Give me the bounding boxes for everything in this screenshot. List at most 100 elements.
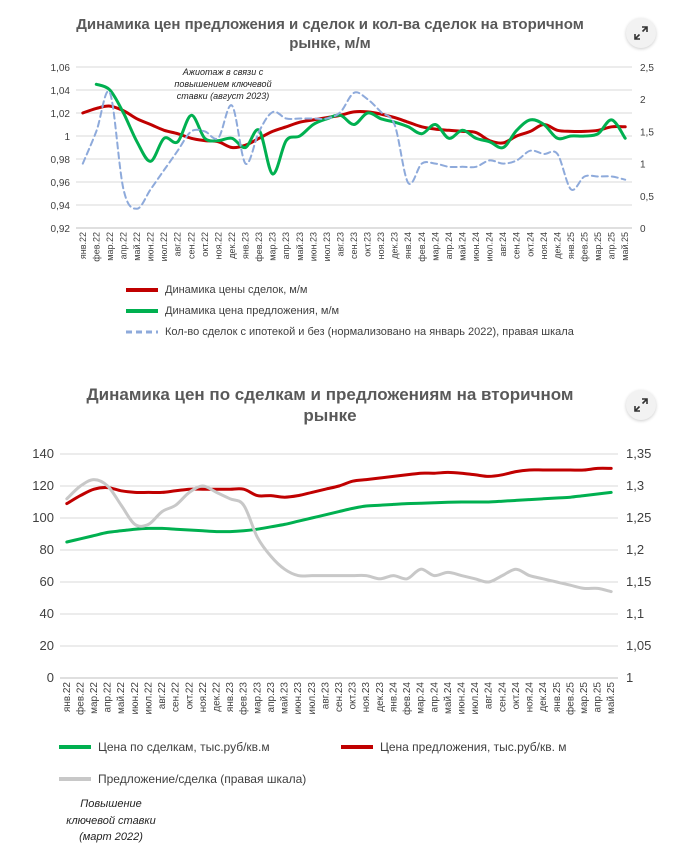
y-right-tick-label: 1,05	[626, 638, 651, 653]
chart-2-annotation: Повышение ключевой ставки (март 2022)	[66, 798, 156, 843]
x-tick-label: авг.22	[157, 682, 168, 710]
chart-2-plot: 0 20 40 60 80 100 120 140 1 1,05 1,1 1,15 1,2 1,25 1,3…	[32, 446, 651, 715]
x-tick-label: дек.22	[227, 232, 237, 259]
x-tick-label: мар.25	[579, 682, 590, 714]
x-tick-label: июн.23	[293, 682, 304, 715]
x-tick-label: сен.22	[186, 232, 196, 259]
x-tick-label: май.22	[132, 232, 142, 261]
x-tick-label: янв.24	[403, 232, 413, 259]
x-tick-label: фев.23	[254, 232, 264, 262]
y-left-tick-label: 140	[32, 446, 54, 461]
x-tick-label: сен.22	[171, 682, 182, 712]
x-tick-label: ноя.23	[376, 232, 386, 259]
x-tick-label: фев.22	[74, 682, 86, 715]
x-tick-label: июн.22	[146, 232, 156, 261]
x-tick-label: фев.24	[417, 232, 427, 262]
expand-icon[interactable]	[626, 18, 656, 48]
y-left-tick-label: 0,94	[51, 201, 71, 212]
legend-label: Цена по сделкам, тыс.руб/кв.м	[98, 740, 270, 754]
y-right-tick-label: 1,35	[626, 446, 651, 461]
x-tick-label: фев.25	[580, 232, 590, 262]
x-tick-label: окт.23	[348, 682, 359, 710]
x-tick-label: авг.22	[173, 232, 183, 256]
series-line-3	[81, 90, 627, 210]
x-tick-label: янв.23	[241, 232, 251, 259]
y-left-tick-label: 60	[40, 574, 54, 589]
x-tick-label: авг.24	[498, 232, 508, 256]
legend-label: Предложение/сделка (правая шкала)	[98, 772, 307, 786]
x-tick-label: окт.22	[200, 232, 210, 257]
y-right-tick-label: 0	[640, 224, 646, 235]
x-tick-label: мар.22	[89, 682, 100, 714]
y-right-tick-label: 1,5	[640, 127, 654, 138]
series-line-1	[65, 490, 613, 544]
y-left-tick-label: 0,98	[51, 155, 71, 166]
y-right-tick-label: 1,2	[626, 542, 644, 557]
x-tick-label: дек.24	[538, 682, 549, 712]
x-tick-label: сен.24	[512, 232, 522, 259]
y-left-tick-label: 1	[64, 132, 70, 143]
x-tick-label: сен.23	[334, 682, 345, 712]
chart-panel-2: Динамика цен по сделкам и предложениям н…	[0, 376, 681, 843]
x-tick-label: июн.24	[471, 232, 481, 261]
x-tick-label: июн.24	[456, 682, 467, 715]
series-line-2	[94, 82, 627, 176]
x-tick-label: апр.24	[429, 682, 440, 713]
x-tick-label: ноя.22	[213, 232, 223, 259]
y-left-tick-label: 0,96	[51, 178, 71, 189]
x-tick-label: дек.22	[212, 682, 223, 712]
expand-arrows-icon	[634, 26, 648, 40]
x-tick-label: сен.24	[497, 682, 508, 712]
x-tick-label: май.24	[443, 682, 454, 714]
x-tick-label: май.23	[280, 682, 291, 714]
x-tick-label: июл.24	[485, 232, 495, 261]
chart-2-title: Динамика цен по сделкам и предложениям н…	[86, 385, 574, 426]
x-tick-label: май.23	[295, 232, 305, 261]
legend-swatch	[126, 288, 158, 292]
y-left-tick-label: 120	[32, 478, 54, 493]
x-tick-label: янв.22	[62, 682, 73, 713]
x-tick-label: янв.24	[388, 682, 399, 713]
legend-item: Цена предложения, тыс.руб/кв. м	[340, 740, 567, 754]
y-left-tick-label: 0,92	[51, 224, 71, 235]
x-tick-label: апр.23	[281, 232, 291, 259]
legend-item: Предложение/сделка (правая шкала)	[58, 772, 306, 786]
x-tick-label: мар.24	[416, 682, 427, 714]
x-tick-label: окт.23	[363, 232, 373, 257]
chart-1-title: Динамика цен предложения и сделок и кол-…	[76, 16, 584, 52]
x-tick-label: ноя.22	[198, 682, 209, 713]
x-tick-label: май.24	[457, 232, 467, 261]
x-tick-label: июн.22	[130, 682, 141, 715]
x-tick-label: мар.23	[268, 232, 278, 261]
x-tick-label: окт.24	[525, 232, 535, 257]
x-tick-label: фев.22	[91, 232, 101, 262]
x-tick-label: июл.23	[322, 232, 332, 261]
x-tick-label: июл.22	[159, 232, 169, 261]
expand-icon[interactable]	[626, 390, 656, 420]
x-tick-label: дек.24	[552, 232, 562, 259]
legend-item: Динамика цена предложения, м/м	[125, 305, 339, 317]
x-tick-label: апр.24	[444, 232, 454, 259]
legend-item: Кол-во сделок с ипотекой и без (нормализ…	[125, 326, 574, 338]
x-tick-label: апр.25	[593, 682, 604, 713]
y-left-tick-label: 80	[40, 542, 54, 557]
x-tick-label: сен.23	[349, 232, 359, 259]
x-tick-label: янв.25	[552, 682, 563, 713]
x-tick-label: мар.23	[252, 682, 263, 714]
x-tick-label: июл.24	[470, 682, 481, 715]
x-tick-label: фев.23	[238, 682, 250, 715]
y-left-tick-label: 0	[47, 670, 54, 685]
x-tick-label: июл.23	[307, 682, 318, 715]
x-tick-label: янв.23	[225, 682, 236, 713]
x-tick-label: мар.25	[593, 232, 603, 261]
x-tick-label: авг.23	[320, 682, 331, 710]
y-left-tick-label: 20	[40, 638, 54, 653]
series-line-1	[81, 104, 627, 150]
x-tick-label: авг.24	[484, 682, 495, 710]
chart-1-plot: 0,92 0,94 0,96 0,98 1 1,02 1,04 1,06 0 0,5 1 1,5 2 2,…	[51, 63, 655, 262]
legend-label: Динамика цены сделок, м/м	[165, 284, 308, 296]
y-left-tick-label: 1,06	[51, 63, 71, 74]
y-left-tick-label: 40	[40, 606, 54, 621]
x-tick-label: апр.22	[103, 682, 114, 713]
expand-arrows-icon	[634, 398, 648, 412]
